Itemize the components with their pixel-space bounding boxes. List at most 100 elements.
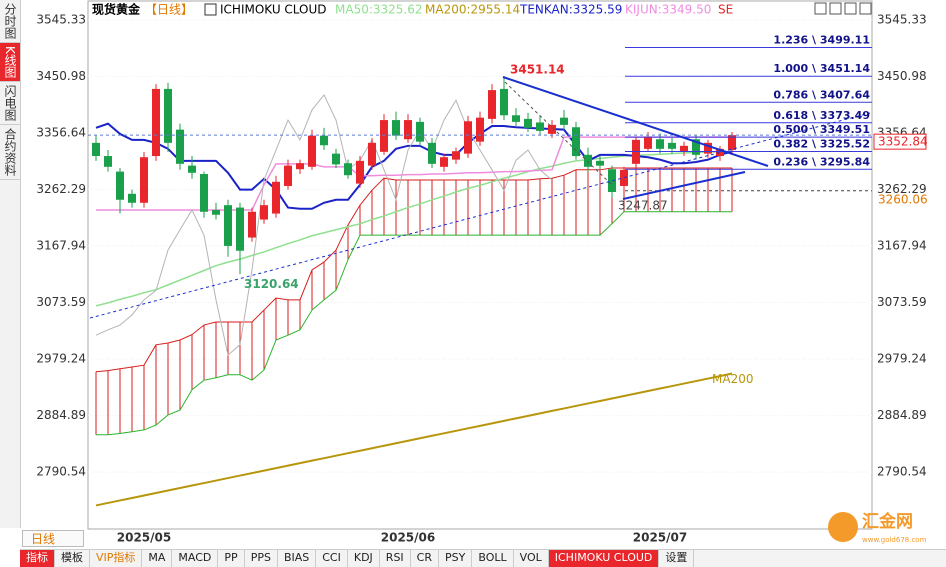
candle-body — [452, 151, 460, 160]
y-tick-label-right: 3545.33 — [877, 12, 927, 26]
indicator-line — [95, 122, 733, 210]
indicator-label: ICHIMOKU CLOUD — [220, 3, 327, 17]
toolbar-icons[interactable] — [814, 2, 872, 15]
toolbar-item[interactable]: KDJ — [348, 550, 380, 567]
candle-body — [596, 160, 604, 166]
trend-line — [89, 112, 871, 319]
candle-body — [320, 135, 328, 146]
y-tick-label: 3356.64 — [36, 125, 86, 139]
sidebar-tab[interactable]: 闪电图 — [0, 82, 20, 125]
y-tick-label: 3073.59 — [36, 295, 86, 309]
candle-body — [512, 115, 520, 122]
price-box — [873, 133, 927, 150]
logo — [828, 512, 858, 542]
fib-label: 0.500 \ 3349.51 — [773, 123, 870, 136]
candle-body — [128, 193, 136, 203]
candle-body — [488, 90, 496, 119]
candle-body — [200, 174, 208, 212]
candle-body — [248, 211, 256, 238]
sidebar-tab[interactable]: 分时图 — [0, 0, 20, 43]
toolbar-item[interactable]: PPS — [245, 550, 278, 567]
x-tick-label: 2025/07 — [633, 531, 687, 545]
ma200-label: MA200 — [712, 372, 753, 386]
toolbar-item[interactable]: CCI — [316, 550, 348, 567]
toolbar-item[interactable]: BIAS — [278, 550, 317, 567]
candle-body — [716, 148, 724, 157]
candle-body — [332, 153, 340, 165]
toolbar-item[interactable]: CR — [411, 550, 439, 567]
toolbar-item[interactable]: 模板 — [55, 550, 90, 567]
candle-body — [284, 165, 292, 186]
sidebar-tab[interactable]: K线图 — [0, 43, 20, 82]
candle-body — [236, 207, 244, 251]
candle-body — [344, 163, 352, 176]
cloud-edge-b — [96, 211, 732, 436]
candle-body — [548, 124, 556, 134]
toolbar-item[interactable]: ICHIMOKU CLOUD — [548, 550, 660, 567]
legend-entry: MA50:3325.62 — [335, 3, 423, 17]
candle-body — [380, 120, 388, 152]
high-annotation: 3451.14 — [510, 63, 565, 77]
cloud-edge-a — [95, 167, 732, 373]
toolbar-item[interactable]: BOLL — [472, 550, 514, 567]
candle-body — [536, 122, 544, 131]
candle-body — [572, 127, 580, 157]
candle-body — [104, 156, 112, 167]
toolbar-item[interactable]: PSY — [439, 550, 473, 567]
y-tick-label: 2979.24 — [36, 352, 86, 366]
toolbar-item[interactable]: RSI — [380, 550, 411, 567]
toolbar-item[interactable]: 指标 — [20, 550, 55, 567]
candle-body — [164, 88, 172, 143]
toolbar-item[interactable]: MACD — [172, 550, 219, 567]
candle-body — [356, 160, 364, 184]
y-tick-label-right: 3450.98 — [877, 69, 927, 83]
candle-body — [668, 142, 676, 149]
symbol-title: 现货黄金 — [92, 2, 141, 17]
toolbar-item[interactable]: PP — [218, 550, 245, 567]
period-button[interactable]: 日线 — [22, 530, 84, 547]
candle-body — [680, 145, 688, 152]
y-tick-label-right: 2790.54 — [877, 465, 927, 479]
toolbar-item[interactable]: VIP指标 — [90, 550, 143, 567]
y-tick-label: 2790.54 — [36, 465, 86, 479]
watermark-name: 汇金网 — [862, 511, 913, 532]
checkbox[interactable] — [204, 3, 217, 16]
fib-label: 0.382 \ 3325.52 — [773, 138, 870, 151]
y-tick-label-right: 2979.24 — [877, 352, 927, 366]
candle-body — [260, 205, 268, 220]
candle-body — [644, 136, 652, 149]
toolbar-item[interactable]: MA — [142, 550, 173, 567]
candle-body — [500, 88, 508, 116]
candle-body — [404, 120, 412, 140]
candle-body — [416, 121, 424, 142]
y-tick-label-right: 3262.29 — [877, 182, 927, 196]
x-tick-label: 2025/05 — [117, 531, 171, 545]
candle-body — [152, 88, 160, 157]
candle-body — [272, 181, 280, 214]
sidebar: 分时图 K线图 闪电图 合约资料 — [0, 0, 21, 528]
candle-body — [188, 165, 196, 173]
y-tick-label: 3450.98 — [36, 69, 86, 83]
watermark-url: www.gold678.com — [862, 536, 927, 544]
price-label: 3352.84 — [878, 135, 928, 149]
toolbar-item[interactable]: 设置 — [659, 550, 695, 567]
indicator-line — [95, 372, 733, 507]
legend-entry: KIJUN:3349.50 — [625, 3, 711, 17]
y-tick-label-right: 3073.59 — [877, 295, 927, 309]
toolbar-item[interactable]: VOL — [514, 550, 549, 567]
candle-body — [368, 142, 376, 166]
fib-label: 1.236 \ 3499.11 — [773, 33, 870, 46]
candle-body — [476, 117, 484, 142]
sidebar-tab[interactable]: 合约资料 — [0, 125, 20, 180]
candle-body — [176, 129, 184, 164]
legend-entry: TENKAN:3325.59 — [519, 3, 622, 17]
trend-line — [622, 171, 746, 200]
y-tick-label: 3167.94 — [36, 238, 86, 252]
y-tick-label-right: 2884.89 — [877, 408, 927, 422]
candle-body — [464, 121, 472, 154]
candle-body — [224, 205, 232, 246]
candle-body — [692, 139, 700, 155]
candle-body — [656, 139, 664, 149]
